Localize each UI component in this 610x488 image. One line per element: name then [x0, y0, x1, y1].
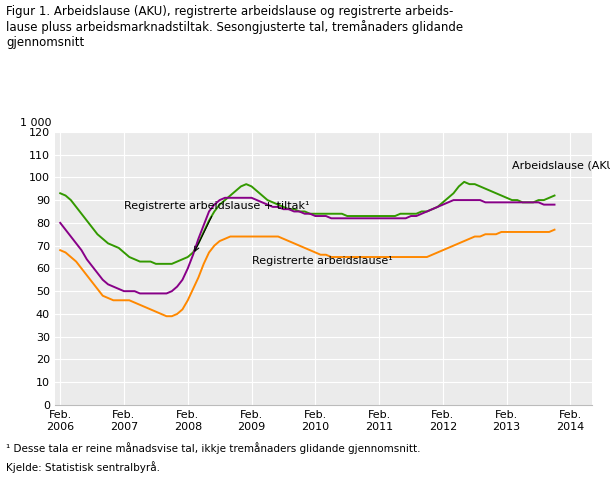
Text: Registrerte arbeidslause + tiltak¹: Registrerte arbeidslause + tiltak¹ [124, 201, 309, 251]
Text: Kjelde: Statistisk sentralbyrå.: Kjelde: Statistisk sentralbyrå. [6, 461, 160, 473]
Text: Registrerte arbeidslause¹: Registrerte arbeidslause¹ [251, 256, 392, 266]
Text: 1 000: 1 000 [20, 118, 51, 128]
Text: ¹ Desse tala er reine månadsvise tal, ikkje tremånaders glidande gjennomsnitt.: ¹ Desse tala er reine månadsvise tal, ik… [6, 442, 421, 453]
Text: Figur 1. Arbeidslause (AKU), registrerte arbeidslause og registrerte arbeids-
la: Figur 1. Arbeidslause (AKU), registrerte… [6, 5, 463, 49]
Text: Arbeidslause (AKU): Arbeidslause (AKU) [512, 160, 610, 170]
